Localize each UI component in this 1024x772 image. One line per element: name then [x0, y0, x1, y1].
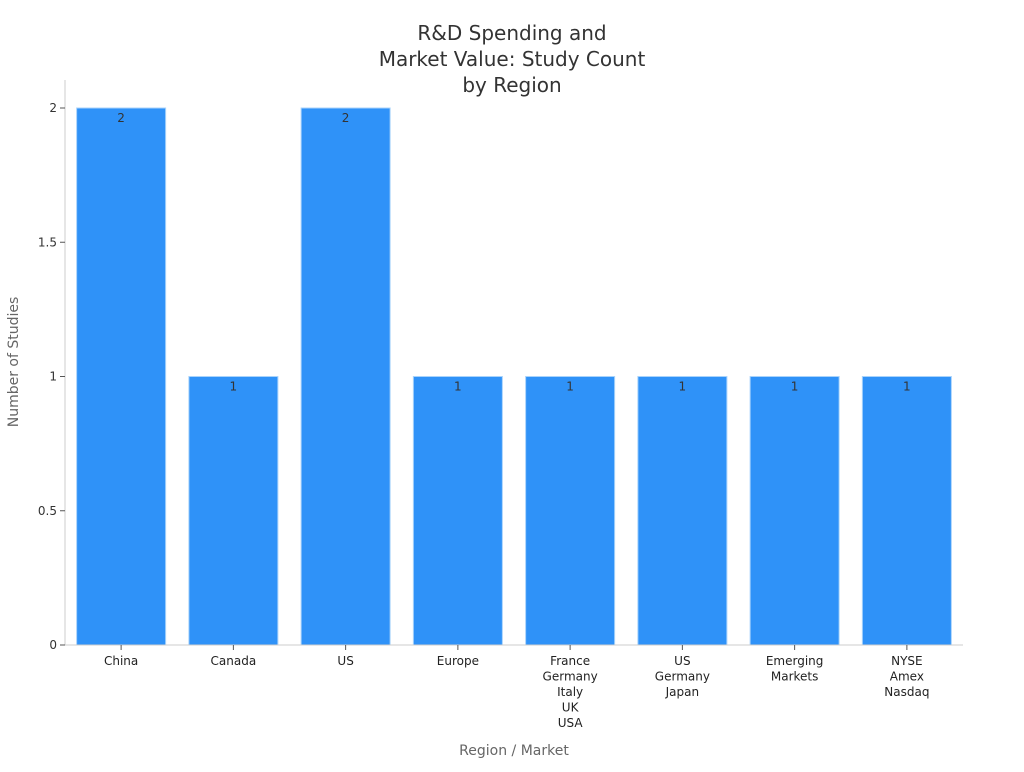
data-label: 1 — [566, 380, 574, 394]
y-tick-label: 1 — [49, 370, 57, 384]
bar — [637, 376, 728, 646]
bar — [412, 376, 503, 646]
x-tick-label: Germany — [543, 670, 598, 684]
bar — [525, 376, 616, 646]
y-tick-label: 0 — [49, 638, 57, 652]
x-tick-label: Europe — [437, 654, 479, 668]
data-label: 1 — [230, 380, 238, 394]
bar — [749, 376, 840, 646]
x-tick-label: Emerging — [766, 654, 824, 668]
chart-title-line: Market Value: Study Count — [379, 47, 646, 71]
x-tick-label: Japan — [665, 685, 699, 699]
bar — [188, 376, 279, 646]
y-tick-label: 2 — [49, 101, 57, 115]
x-tick-label: UK — [562, 701, 580, 715]
x-tick-label: Canada — [211, 654, 257, 668]
bars: 2 1 2 1 1 1 1 1 — [76, 107, 952, 646]
x-tick-label: Markets — [771, 670, 819, 684]
x-tick-label: Amex — [890, 670, 924, 684]
x-tick-label: Italy — [557, 685, 583, 699]
x-tick-label: US — [337, 654, 353, 668]
x-tick-label: China — [104, 654, 138, 668]
y-axis-label: Number of Studies — [6, 297, 22, 428]
x-tick-label: France — [550, 654, 590, 668]
data-label: 2 — [342, 111, 350, 125]
bar — [861, 376, 952, 646]
data-label: 1 — [679, 380, 687, 394]
x-tick-label: US — [674, 654, 690, 668]
data-label: 2 — [117, 111, 125, 125]
x-tick-label: NYSE — [891, 654, 923, 668]
bar — [76, 107, 167, 646]
chart-title-line: R&D Spending and — [417, 21, 606, 45]
y-tick-label: 1.5 — [38, 235, 57, 249]
axes: 0 0.5 1 1.5 2 China Canada US Europe France German… — [38, 80, 963, 730]
x-tick-label: USA — [558, 716, 584, 730]
data-label: 1 — [791, 380, 799, 394]
bar — [300, 107, 391, 646]
chart-title-line: by Region — [462, 73, 561, 97]
x-tick-label: Germany — [655, 670, 710, 684]
y-tick-label: 0.5 — [38, 504, 57, 518]
data-label: 1 — [903, 380, 911, 394]
x-tick-label: Nasdaq — [884, 685, 929, 699]
x-axis-label: Region / Market — [459, 743, 569, 759]
data-label: 1 — [454, 380, 462, 394]
